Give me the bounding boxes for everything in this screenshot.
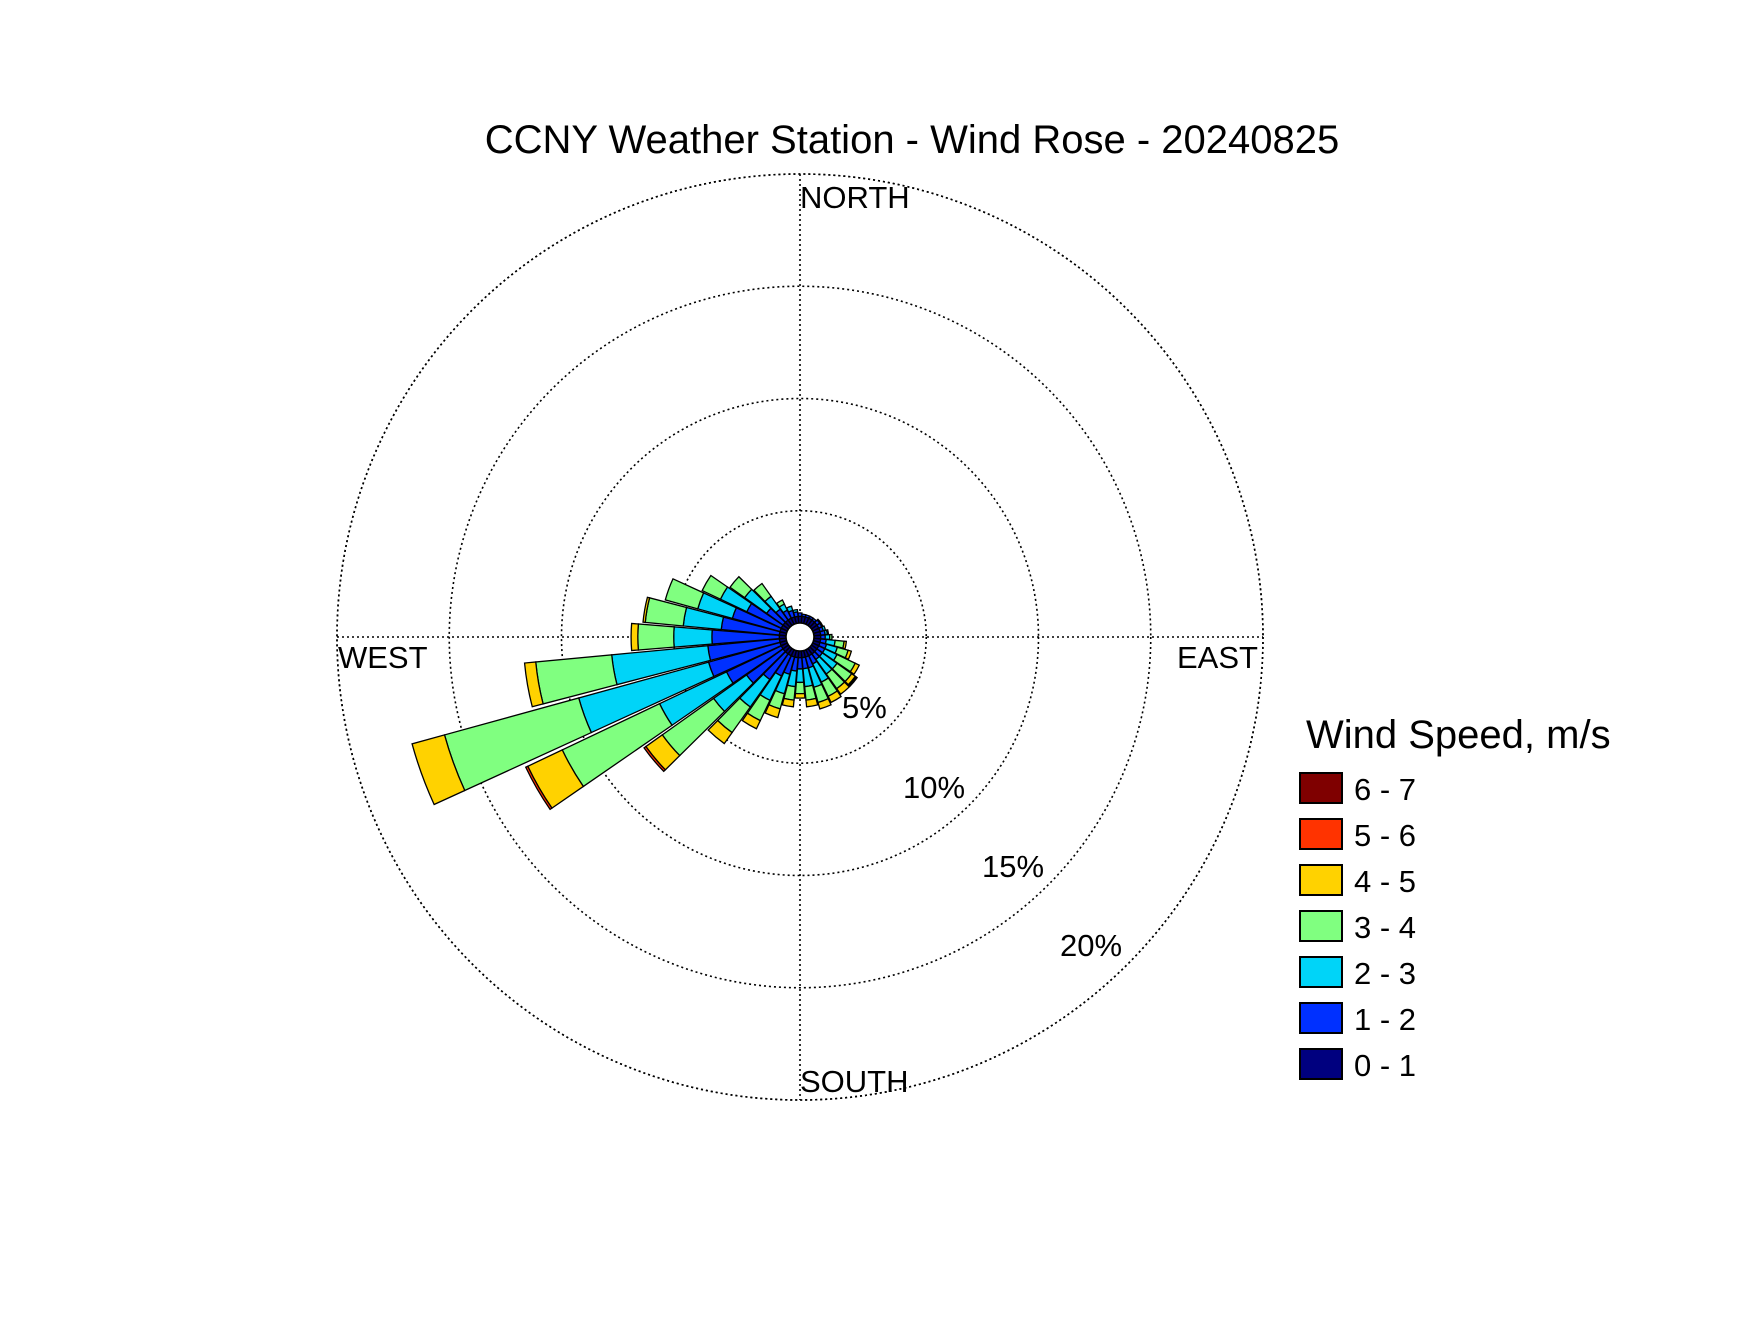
wind-wedge [523, 661, 544, 708]
legend-label: 1 - 2 [1354, 1002, 1416, 1037]
wind-wedge [637, 623, 675, 651]
legend-label: 3 - 4 [1354, 910, 1416, 945]
wind-wedge [524, 765, 553, 811]
grid-ring [448, 285, 1152, 989]
center-hole [785, 622, 815, 652]
radial-tick-label: 20% [1060, 928, 1122, 963]
wind-wedge [729, 575, 753, 599]
wind-wedge [752, 582, 772, 603]
wedge-layer [411, 574, 861, 811]
wind-wedge [805, 697, 819, 708]
wind-wedge [764, 703, 781, 719]
wind-wedge [741, 712, 762, 730]
wind-wedge [630, 622, 640, 652]
wind-wedge [781, 697, 795, 708]
legend-label: 6 - 7 [1354, 772, 1416, 807]
wind-wedge [775, 599, 786, 608]
radial-tick-label: 5% [842, 690, 887, 725]
wind-wedge [828, 633, 833, 641]
legend-label: 2 - 3 [1354, 956, 1416, 991]
east-label: EAST [1177, 640, 1258, 675]
wind-wedge [797, 612, 803, 618]
legend-swatch [1299, 1002, 1343, 1034]
polar-grid [336, 173, 1264, 1101]
legend-swatch [1299, 864, 1343, 896]
axis-labels: NORTH EAST SOUTH WEST 5% 10% 15% 20% [338, 180, 1258, 1099]
wind-wedge [813, 634, 822, 640]
wind-wedge [844, 649, 853, 661]
grid-ring [336, 173, 1264, 1101]
wind-wedge [849, 662, 861, 676]
wind-wedge [411, 734, 466, 806]
legend-swatch [1299, 1048, 1343, 1080]
wind-wedge [707, 719, 733, 745]
legend: Wind Speed, m/s 6 - 7 5 - 6 4 - 5 3 - 4 2 - … [1299, 713, 1611, 1083]
legend-swatch [1299, 818, 1343, 850]
wind-wedge [664, 577, 705, 610]
north-label: NORTH [800, 180, 910, 215]
wind-wedge [642, 596, 651, 624]
legend-swatch [1299, 956, 1343, 988]
wind-wedge [794, 681, 806, 695]
wind-wedge [794, 692, 806, 699]
chart-title: CCNY Weather Station - Wind Rose - 20240… [485, 118, 1340, 162]
west-label: WEST [338, 640, 428, 675]
legend-title: Wind Speed, m/s [1306, 713, 1611, 757]
legend-label: 4 - 5 [1354, 864, 1416, 899]
radial-tick-label: 15% [982, 849, 1044, 884]
wind-wedge [701, 574, 729, 601]
wind-wedge [848, 676, 859, 688]
grid-ring [560, 397, 1040, 877]
south-label: SOUTH [800, 1064, 909, 1099]
wind-wedge [825, 629, 830, 636]
wind-wedge [817, 697, 832, 710]
wind-wedge [842, 640, 848, 650]
legend-swatch [1299, 910, 1343, 942]
wind-wedge [795, 668, 805, 684]
wind-wedge [673, 626, 713, 648]
legend-swatch [1299, 772, 1343, 804]
wind-wedge [827, 690, 842, 704]
radial-tick-label: 10% [903, 770, 965, 805]
legend-label: 0 - 1 [1354, 1048, 1416, 1083]
wind-wedge [835, 681, 851, 696]
wind-wedge [643, 745, 667, 773]
wind-wedge [792, 608, 799, 614]
legend-label: 5 - 6 [1354, 818, 1416, 853]
wind-wedge [785, 605, 794, 613]
